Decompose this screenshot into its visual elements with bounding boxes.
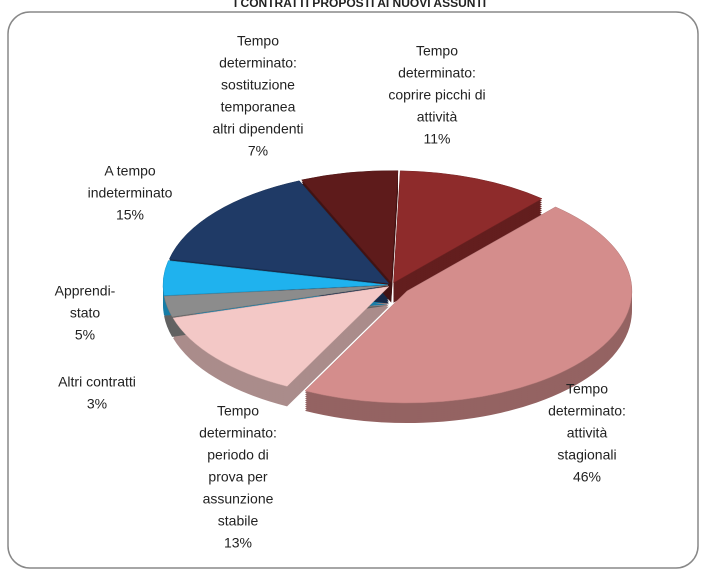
- slice: [301, 170, 399, 284]
- value-label: 3%: [87, 396, 107, 412]
- value-label: 5%: [75, 327, 95, 343]
- slice: [172, 286, 390, 387]
- slice-label: attività: [567, 425, 608, 441]
- slice-label: assunzione: [203, 491, 274, 507]
- slice-label: Tempo: [237, 33, 279, 49]
- slice-label: coprire picchi di: [388, 87, 485, 103]
- slice-label: Altri contratti: [58, 374, 136, 390]
- slice-label: Apprendi-: [55, 283, 116, 299]
- slice: [304, 206, 633, 404]
- slice-label: periodo di: [207, 447, 269, 463]
- value-label: 7%: [248, 143, 268, 159]
- slice-label: prova per: [208, 469, 267, 485]
- slice-label: sostituzione: [221, 77, 295, 93]
- slice-label: altri dipendenti: [212, 121, 303, 137]
- slice-label: temporanea: [221, 99, 296, 115]
- slice: [168, 180, 390, 284]
- slice-label: stagionali: [557, 447, 616, 463]
- slice: [162, 260, 389, 296]
- slice-label: A tempo: [104, 163, 156, 179]
- value-label: 13%: [224, 535, 252, 551]
- slice-label: stabile: [218, 513, 259, 529]
- value-label: 11%: [424, 131, 451, 147]
- slice-label: determinato:: [548, 403, 626, 419]
- slice-label: Tempo: [566, 381, 608, 397]
- slice-label: Tempo: [217, 403, 259, 419]
- slice-label: indeterminato: [88, 185, 173, 201]
- slice-label: Tempo: [416, 43, 458, 59]
- slice-label: determinato:: [199, 425, 277, 441]
- slice-label: determinato:: [398, 65, 476, 81]
- chart-title: I CONTRATTI PROPOSTI AI NUOVI ASSUNTI: [234, 0, 486, 10]
- slice-label: stato: [70, 305, 101, 321]
- value-label: 15%: [116, 207, 144, 223]
- slice-label: determinato:: [219, 55, 297, 71]
- value-label: 46%: [573, 469, 601, 485]
- slice: [163, 285, 389, 318]
- slice-label: attività: [417, 109, 458, 125]
- slice: [393, 170, 543, 284]
